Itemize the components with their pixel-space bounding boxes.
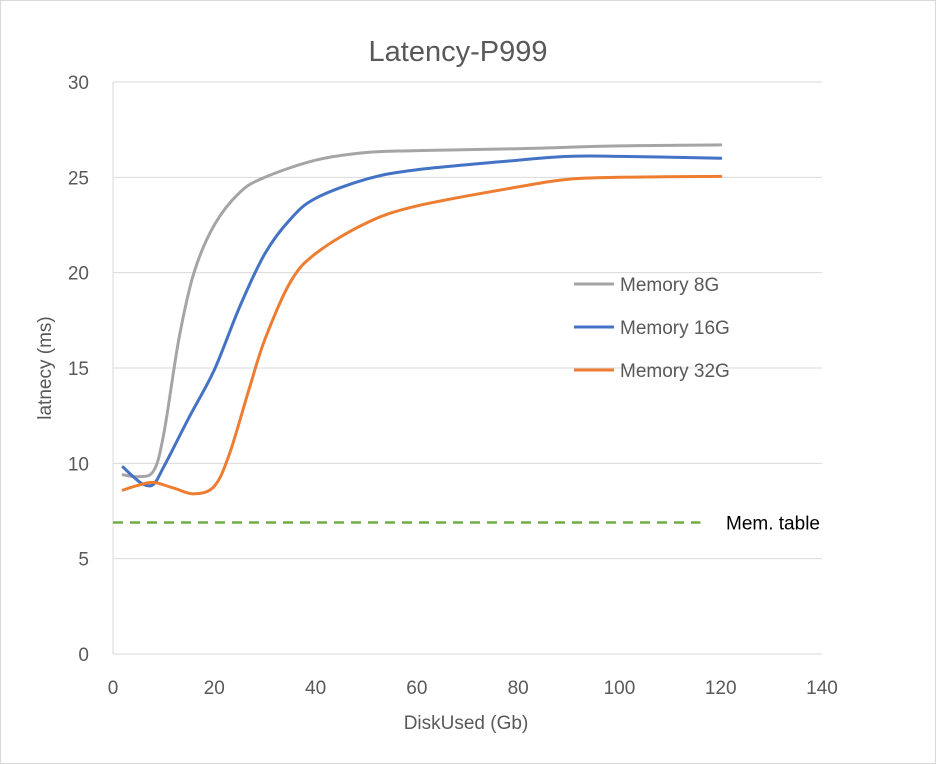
- x-tick-label: 0: [108, 678, 119, 699]
- x-tick-label: 100: [604, 678, 636, 699]
- y-tick-label: 10: [68, 454, 89, 475]
- reference-lines: Mem. table: [113, 513, 820, 534]
- y-tick-label: 20: [68, 264, 89, 285]
- y-axis-label: latnecy (ms): [35, 316, 56, 419]
- y-tick-label: 25: [68, 168, 89, 189]
- x-axis-label: DiskUsed (Gb): [404, 713, 529, 734]
- series-lines: [121, 143, 723, 496]
- y-tick-label: 5: [78, 550, 89, 571]
- x-tick-label: 140: [806, 678, 838, 699]
- x-tick-label: 20: [204, 678, 225, 699]
- y-tick-label: 0: [78, 645, 89, 666]
- x-tick-label: 80: [508, 678, 529, 699]
- series-line-memory-32g: [121, 174, 723, 496]
- series-line-memory-8g: [121, 143, 723, 479]
- legend-label-memory-16g: Memory 16G: [620, 318, 730, 339]
- legend-label-memory-8g: Memory 8G: [620, 275, 719, 296]
- chart-title: Latency-P999: [369, 36, 548, 68]
- y-axis-ticks: 0 5 10 15 20 25 30: [68, 73, 89, 666]
- mem-table-label: Mem. table: [726, 513, 820, 534]
- legend-label-memory-32g: Memory 32G: [620, 361, 730, 382]
- x-tick-label: 60: [406, 678, 427, 699]
- legend: Memory 8G Memory 16G Memory 32G: [574, 275, 730, 382]
- y-tick-label: 30: [68, 73, 89, 94]
- x-axis-ticks: 0 20 40 60 80 100 120 140: [108, 678, 838, 699]
- x-tick-label: 40: [305, 678, 326, 699]
- series-line-memory-16g: [121, 154, 723, 488]
- x-tick-label: 120: [705, 678, 737, 699]
- y-tick-label: 15: [68, 359, 89, 380]
